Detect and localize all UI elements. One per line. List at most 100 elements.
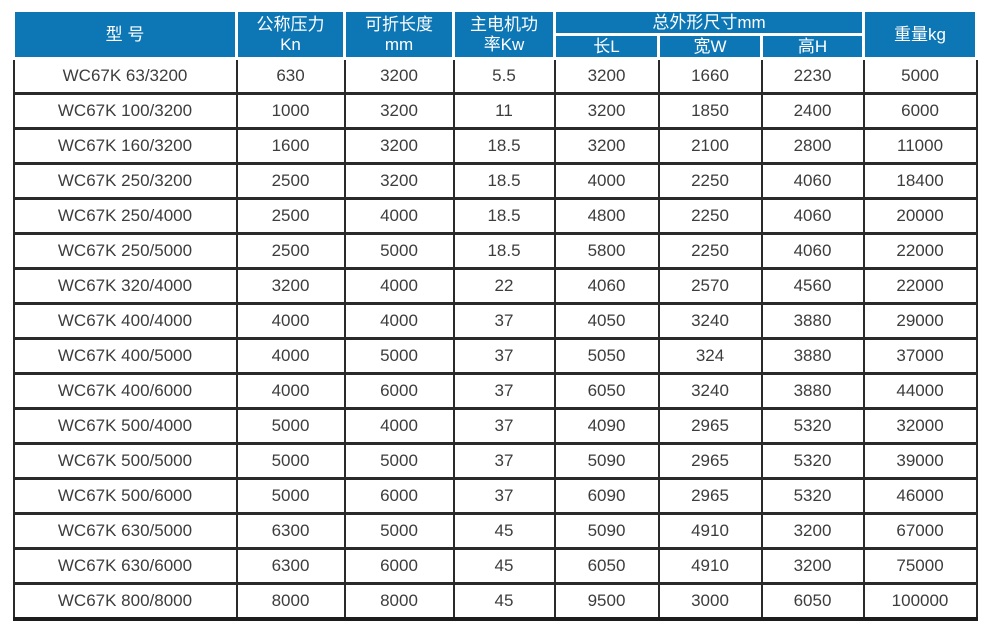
cell-motor-power-kw: 45 (452, 582, 556, 621)
cell-fold-length-mm: 5000 (343, 337, 455, 375)
cell-dim-height-h: 2800 (760, 127, 865, 165)
header-pressure-line1: 公称压力 (256, 14, 325, 34)
cell-dim-length-l: 5800 (553, 232, 660, 270)
cell-dim-width-w: 3240 (657, 372, 763, 410)
cell-pressure-kn: 630 (235, 57, 346, 95)
cell-dim-height-h: 4060 (760, 197, 865, 235)
cell-weight-kg: 32000 (862, 407, 978, 445)
cell-weight-kg: 100000 (862, 582, 978, 621)
cell-dim-height-h: 3880 (760, 337, 865, 375)
cell-motor-power-kw: 18.5 (452, 197, 556, 235)
cell-dim-height-h: 5320 (760, 477, 865, 515)
cell-model: WC67K 400/4000 (12, 302, 238, 340)
cell-motor-power-kw: 11 (452, 92, 556, 130)
cell-dim-length-l: 4050 (553, 302, 660, 340)
table-row: WC67K 250/5000 2500 5000 18.5 5800 2250 4060 22… (12, 232, 978, 270)
cell-dim-length-l: 4090 (553, 407, 660, 445)
cell-motor-power-kw: 18.5 (452, 127, 556, 165)
cell-pressure-kn: 4000 (235, 302, 346, 340)
cell-pressure-kn: 8000 (235, 582, 346, 621)
cell-dim-height-h: 6050 (760, 582, 865, 621)
cell-dim-length-l: 4800 (553, 197, 660, 235)
cell-model: WC67K 400/5000 (12, 337, 238, 375)
cell-weight-kg: 22000 (862, 232, 978, 270)
cell-motor-power-kw: 5.5 (452, 57, 556, 95)
cell-pressure-kn: 1600 (235, 127, 346, 165)
header-pressure-line2: Kn (280, 34, 301, 54)
cell-pressure-kn: 4000 (235, 337, 346, 375)
cell-weight-kg: 75000 (862, 547, 978, 585)
table-row: WC67K 160/3200 1600 3200 18.5 3200 2100 2800 11… (12, 127, 978, 165)
cell-model: WC67K 250/3200 (12, 162, 238, 200)
cell-dim-width-w: 3000 (657, 582, 763, 621)
spec-table: 型 号 公称压力 Kn 可折长度 mm 主电机功 率Kw 总外形尺寸mm 重量k… (12, 9, 979, 621)
table-row: WC67K 630/5000 6300 5000 45 5090 4910 3200 6700… (12, 512, 978, 550)
cell-dim-width-w: 2965 (657, 442, 763, 480)
cell-dim-height-h: 3880 (760, 372, 865, 410)
cell-weight-kg: 67000 (862, 512, 978, 550)
cell-dim-length-l: 9500 (553, 582, 660, 621)
cell-pressure-kn: 2500 (235, 162, 346, 200)
cell-dim-length-l: 6050 (553, 372, 660, 410)
cell-dim-width-w: 324 (657, 337, 763, 375)
cell-dim-length-l: 4060 (553, 267, 660, 305)
table-header: 型 号 公称压力 Kn 可折长度 mm 主电机功 率Kw 总外形尺寸mm 重量k… (12, 9, 979, 60)
cell-dim-width-w: 2250 (657, 232, 763, 270)
table-row: WC67K 320/4000 3200 4000 22 4060 2570 4560 2200… (12, 267, 978, 305)
cell-model: WC67K 500/4000 (12, 407, 238, 445)
cell-dim-width-w: 2570 (657, 267, 763, 305)
cell-motor-power-kw: 37 (452, 477, 556, 515)
header-fold-length-line2: mm (384, 34, 414, 54)
cell-fold-length-mm: 3200 (343, 92, 455, 130)
cell-model: WC67K 160/3200 (12, 127, 238, 165)
header-model: 型 号 (12, 9, 238, 60)
cell-motor-power-kw: 45 (452, 512, 556, 550)
table-row: WC67K 100/3200 1000 3200 11 3200 1850 2400 6000 (12, 92, 978, 130)
cell-fold-length-mm: 5000 (343, 442, 455, 480)
table-body: WC67K 63/3200 630 3200 5.5 3200 1660 2230 5000 W… (12, 57, 978, 621)
table-row: WC67K 400/6000 4000 6000 37 6050 3240 3880 4400… (12, 372, 978, 410)
cell-model: WC67K 63/3200 (12, 57, 238, 95)
cell-fold-length-mm: 3200 (343, 127, 455, 165)
header-dim-height: 高H (759, 33, 866, 60)
cell-fold-length-mm: 3200 (343, 162, 455, 200)
table-row: WC67K 250/4000 2500 4000 18.5 4800 2250 4060 20… (12, 197, 978, 235)
cell-dim-height-h: 2400 (760, 92, 865, 130)
cell-dim-width-w: 4910 (657, 547, 763, 585)
cell-motor-power-kw: 37 (452, 442, 556, 480)
header-dim-length: 长L (553, 33, 660, 60)
cell-dim-width-w: 3240 (657, 302, 763, 340)
cell-fold-length-mm: 4000 (343, 407, 455, 445)
cell-dim-width-w: 4910 (657, 512, 763, 550)
cell-model: WC67K 400/6000 (12, 372, 238, 410)
cell-weight-kg: 22000 (862, 267, 978, 305)
cell-fold-length-mm: 4000 (343, 267, 455, 305)
header-dimensions-group: 总外形尺寸mm (552, 9, 866, 36)
cell-pressure-kn: 4000 (235, 372, 346, 410)
header-pressure: 公称压力 Kn (235, 9, 346, 60)
cell-dim-height-h: 2230 (760, 57, 865, 95)
header-fold-length: 可折长度 mm (343, 9, 455, 60)
cell-weight-kg: 37000 (862, 337, 978, 375)
cell-dim-length-l: 3200 (553, 92, 660, 130)
cell-dim-width-w: 2250 (657, 197, 763, 235)
cell-fold-length-mm: 6000 (343, 372, 455, 410)
header-model-label: 型 号 (105, 24, 145, 44)
cell-pressure-kn: 6300 (235, 512, 346, 550)
cell-dim-width-w: 1850 (657, 92, 763, 130)
header-motor-power: 主电机功 率Kw (452, 9, 556, 60)
table-row: WC67K 400/4000 4000 4000 37 4050 3240 3880 2900… (12, 302, 978, 340)
cell-model: WC67K 100/3200 (12, 92, 238, 130)
header-motor-power-line1: 主电机功 (470, 14, 538, 34)
cell-dim-height-h: 5320 (760, 407, 865, 445)
table-row: WC67K 63/3200 630 3200 5.5 3200 1660 2230 5000 (12, 57, 978, 95)
cell-dim-height-h: 4560 (760, 267, 865, 305)
cell-model: WC67K 320/4000 (12, 267, 238, 305)
cell-motor-power-kw: 37 (452, 372, 556, 410)
cell-motor-power-kw: 37 (452, 337, 556, 375)
cell-model: WC67K 250/4000 (12, 197, 238, 235)
cell-dim-height-h: 4060 (760, 162, 865, 200)
cell-dim-length-l: 6090 (553, 477, 660, 515)
cell-dim-width-w: 1660 (657, 57, 763, 95)
table-row: WC67K 500/4000 5000 4000 37 4090 2965 5320 3200… (12, 407, 978, 445)
